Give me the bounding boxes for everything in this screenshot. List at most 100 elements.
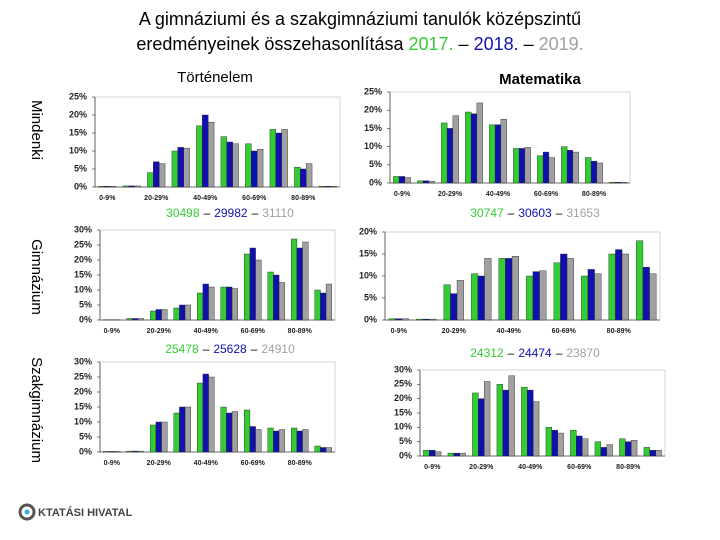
y-tick-label: 10%: [74, 416, 92, 426]
bar: [404, 177, 411, 184]
bar: [643, 447, 651, 457]
bar: [161, 421, 168, 453]
bar: [251, 150, 258, 188]
bar: [103, 451, 110, 453]
bar: [226, 412, 233, 453]
bar: [197, 382, 204, 453]
bar: [416, 318, 424, 321]
y-tick-label: 30%: [74, 224, 92, 234]
y-tick-label: 30%: [74, 356, 92, 366]
x-tick-label: 0-9%: [424, 464, 441, 471]
bar: [441, 122, 448, 184]
bar: [296, 247, 303, 321]
bar: [202, 283, 209, 321]
bar: [255, 259, 262, 321]
x-tick-label: 40-49%: [486, 191, 511, 198]
bar: [147, 172, 154, 188]
bar: [459, 452, 466, 457]
y-tick-label: 20%: [364, 105, 382, 115]
x-tick-label: 60-69%: [242, 195, 267, 202]
bar: [472, 392, 479, 457]
logo: KTATÁSI HIVATAL: [18, 503, 133, 521]
bar: [207, 121, 215, 188]
x-tick-label: 20-29%: [469, 464, 494, 471]
y-tick-label: 0%: [79, 314, 92, 324]
y-tick-label: 10%: [359, 270, 377, 280]
bar: [423, 450, 430, 457]
bar: [202, 114, 209, 188]
bar: [614, 182, 622, 184]
x-tick-label: 0-9%: [104, 460, 121, 467]
bar: [291, 238, 298, 321]
bar: [325, 283, 332, 321]
bar: [502, 389, 509, 457]
bar: [388, 318, 396, 321]
x-tick-label: 20-29%: [438, 191, 463, 198]
title-year: 2018.: [474, 34, 519, 54]
bar: [132, 450, 139, 453]
bar: [314, 445, 321, 453]
bar: [278, 282, 285, 321]
count: 30498: [166, 206, 200, 220]
separator: –: [204, 206, 211, 220]
bar: [109, 186, 117, 188]
bar: [526, 275, 534, 321]
bar: [483, 381, 491, 457]
bar: [429, 318, 437, 321]
bar: [621, 253, 629, 321]
y-tick-label: 10%: [74, 284, 92, 294]
bar: [505, 258, 513, 321]
title-text: eredményeinek összehasonlítása: [136, 34, 404, 54]
bar: [446, 128, 454, 184]
x-tick-label: 80-89%: [291, 195, 316, 202]
x-tick-label: 60-69%: [534, 191, 559, 198]
bar: [450, 293, 458, 321]
bar: [153, 161, 160, 188]
x-tick-label: 40-49%: [193, 195, 218, 202]
count: 31110: [262, 206, 294, 220]
bar: [542, 151, 550, 184]
bar: [625, 441, 632, 457]
bar: [155, 421, 162, 453]
bar: [300, 168, 307, 188]
bar: [572, 151, 579, 184]
x-tick-label: 0-9%: [391, 328, 408, 335]
title-year: 2017.: [409, 34, 454, 54]
bar: [496, 384, 504, 457]
bar: [524, 147, 531, 184]
bar: [393, 176, 400, 184]
bar: [108, 451, 115, 453]
bar: [208, 376, 215, 453]
y-tick-label: 20%: [394, 393, 412, 403]
bar: [434, 451, 442, 457]
bar: [539, 270, 547, 321]
y-tick-label: 15%: [364, 123, 382, 133]
count: 25478: [165, 342, 199, 356]
row-label: Gimnázium: [28, 239, 45, 315]
bar: [594, 441, 602, 457]
bar: [585, 157, 592, 184]
y-tick-label: 20%: [359, 226, 377, 236]
bar: [126, 318, 133, 321]
bar: [244, 409, 251, 453]
bar: [173, 307, 180, 321]
y-tick-label: 25%: [394, 379, 412, 389]
bar: [422, 180, 430, 184]
y-tick-label: 15%: [394, 407, 412, 417]
bar: [649, 450, 656, 457]
count: 30747: [470, 206, 504, 220]
bar: [452, 115, 459, 184]
bar: [630, 440, 638, 457]
bar: [255, 429, 262, 453]
x-tick-label: 40-49%: [518, 464, 543, 471]
count-line: 30498–29982–31110: [166, 206, 294, 220]
separator: –: [556, 346, 563, 360]
bar: [177, 147, 184, 188]
separator: –: [251, 342, 258, 356]
x-tick-label: 80-89%: [288, 460, 313, 467]
x-tick-label: 20-29%: [147, 328, 172, 335]
bar: [226, 286, 233, 321]
bar: [137, 318, 144, 321]
bar: [489, 124, 496, 184]
y-tick-label: 10%: [69, 145, 87, 155]
